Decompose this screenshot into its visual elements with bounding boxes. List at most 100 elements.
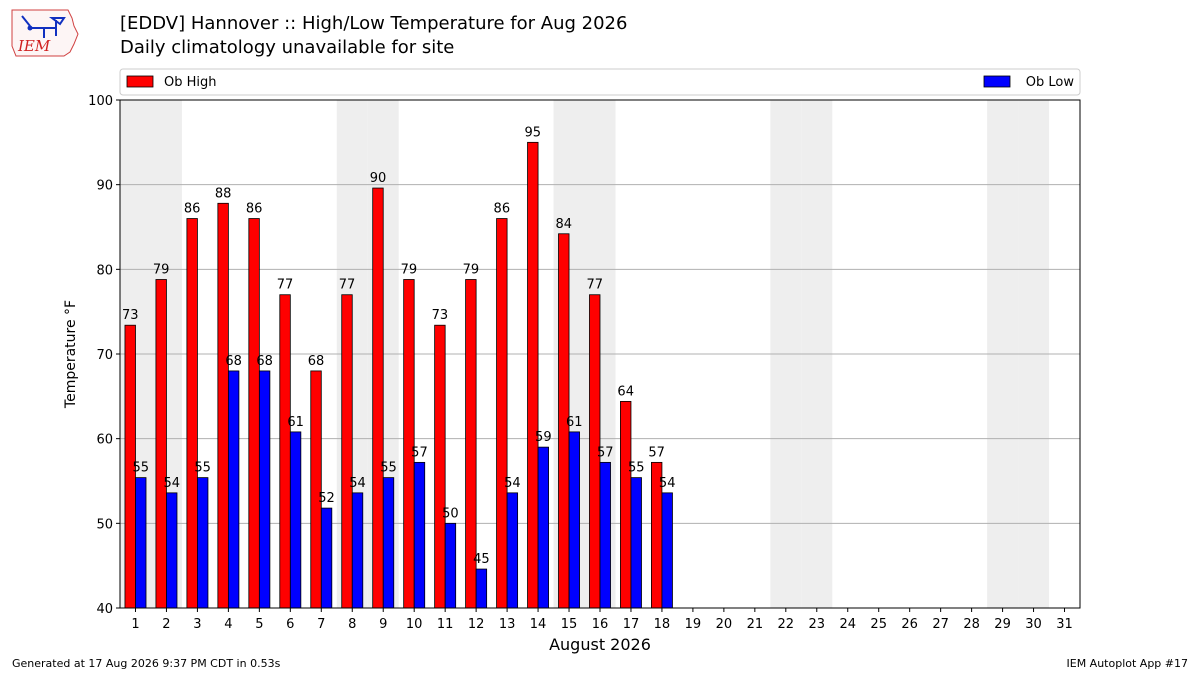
ob-high-bar-8 [341,294,353,609]
ob-low-bar-11 [444,522,457,609]
ob-low-data-label-4: 68 [225,354,242,369]
x-tick-label-9: 9 [379,617,387,632]
ob-high-bar-10 [403,279,415,609]
ob-high-bar-5 [248,218,260,609]
ob-high-bar-3 [186,218,198,609]
x-tick-label-24: 24 [839,617,856,632]
x-tick-label-22: 22 [778,617,795,632]
legend-box [119,68,1081,96]
ob-low-bar-2 [166,492,178,609]
x-tick-label-23: 23 [809,617,826,632]
x-tick-label-4: 4 [224,617,232,632]
ob-low-data-label-5: 68 [256,354,273,369]
x-tick-label-29: 29 [994,617,1011,632]
generated-note: Generated at 17 Aug 2026 9:37 PM CDT in … [12,657,281,670]
x-tick-label-8: 8 [348,617,356,632]
legend-label-high: Ob High [164,75,217,90]
x-tick-label-15: 15 [561,617,578,632]
x-tick-label-28: 28 [963,617,980,632]
ob-high-bar-6 [279,294,291,609]
x-tick-label-13: 13 [499,617,516,632]
x-axis-label: August 2026 [549,635,651,654]
ob-low-bar-12 [475,568,488,609]
ob-high-data-label-5: 86 [246,202,263,217]
ob-low-bar-8 [351,492,364,609]
y-axis-label: Temperature °F [63,300,79,409]
x-tick-label-3: 3 [193,617,201,632]
ob-low-bar-13 [506,492,519,609]
ob-high-data-label-2: 79 [153,262,170,277]
ob-low-data-label-2: 54 [163,476,180,491]
ob-high-data-label-1: 73 [122,308,139,323]
x-tick-label-10: 10 [406,617,423,632]
y-tick-label-100: 100 [88,94,113,109]
ob-high-data-label-16: 77 [586,278,603,293]
legend-swatch-low [983,75,1011,88]
x-tick-label-1: 1 [131,617,139,632]
ob-high-data-label-18: 57 [648,445,665,460]
ob-high-bar-11 [434,324,446,609]
ob-high-bar-2 [155,279,167,609]
x-tick-label-18: 18 [654,617,671,632]
legend-label-low: Ob Low [1026,75,1075,90]
ob-high-bar-13 [496,218,508,609]
ob-low-data-label-12: 45 [473,552,490,567]
ob-high-data-label-9: 90 [370,171,387,186]
x-tick-label-6: 6 [286,617,294,632]
iem-logo: IEM [11,9,79,57]
y-tick-label-40: 40 [96,602,113,617]
y-tick-label-50: 50 [96,517,113,532]
ob-high-data-label-4: 88 [215,186,232,201]
chart-title: [EDDV] Hannover :: High/Low Temperature … [120,13,628,34]
ob-low-data-label-11: 50 [442,506,459,521]
ob-high-data-label-12: 79 [463,262,480,277]
x-tick-label-7: 7 [317,617,325,632]
x-tick-label-27: 27 [932,617,949,632]
x-tick-label-14: 14 [530,617,547,632]
ob-low-bar-15 [568,431,580,609]
ob-low-bar-7 [320,507,333,609]
ob-high-data-label-7: 68 [308,354,325,369]
chart-subtitle: Daily climatology unavailable for site [120,37,455,58]
x-tick-label-2: 2 [162,617,170,632]
ob-low-data-label-13: 54 [504,476,521,491]
ob-low-data-label-6: 61 [287,415,304,430]
ob-low-data-label-9: 55 [380,461,397,476]
ob-low-bar-1 [135,477,147,609]
x-tick-label-5: 5 [255,617,263,632]
x-tick-label-17: 17 [623,617,640,632]
ob-high-bar-14 [527,141,539,609]
y-tick-label-80: 80 [96,263,113,278]
ob-high-data-label-3: 86 [184,202,201,217]
x-tick-label-30: 30 [1025,617,1042,632]
ob-low-data-label-7: 52 [318,491,335,506]
ob-low-data-label-3: 55 [194,461,211,476]
app-credit: IEM Autoplot App #17 [1066,657,1189,670]
x-tick-label-12: 12 [468,617,485,632]
ob-low-bar-18 [661,492,673,609]
x-tick-label-21: 21 [747,617,764,632]
ob-high-bar-17 [620,401,632,609]
x-tick-label-25: 25 [870,617,887,632]
ob-low-data-label-14: 59 [535,430,552,445]
ob-high-data-label-17: 64 [617,384,634,399]
ob-low-bar-14 [537,446,549,609]
ob-low-bar-6 [289,431,302,609]
ob-low-data-label-15: 61 [566,415,583,430]
ob-low-data-label-8: 54 [349,476,366,491]
weather-vane-icon [21,15,66,38]
ob-low-bar-5 [258,370,271,609]
legend-swatch-high [126,75,154,88]
ob-high-data-label-15: 84 [555,217,572,232]
ob-low-bar-16 [599,461,611,609]
ob-low-data-label-10: 57 [411,445,428,460]
ob-low-data-label-17: 55 [628,461,645,476]
ob-high-data-label-6: 77 [277,278,294,293]
ob-low-bar-17 [630,477,642,609]
ob-high-data-label-10: 79 [401,262,418,277]
y-tick-label-90: 90 [96,179,113,194]
y-tick-label-60: 60 [96,433,113,448]
weather-vane-hub [27,25,33,31]
ob-high-data-label-13: 86 [494,202,511,217]
y-tick-label-70: 70 [96,348,113,363]
